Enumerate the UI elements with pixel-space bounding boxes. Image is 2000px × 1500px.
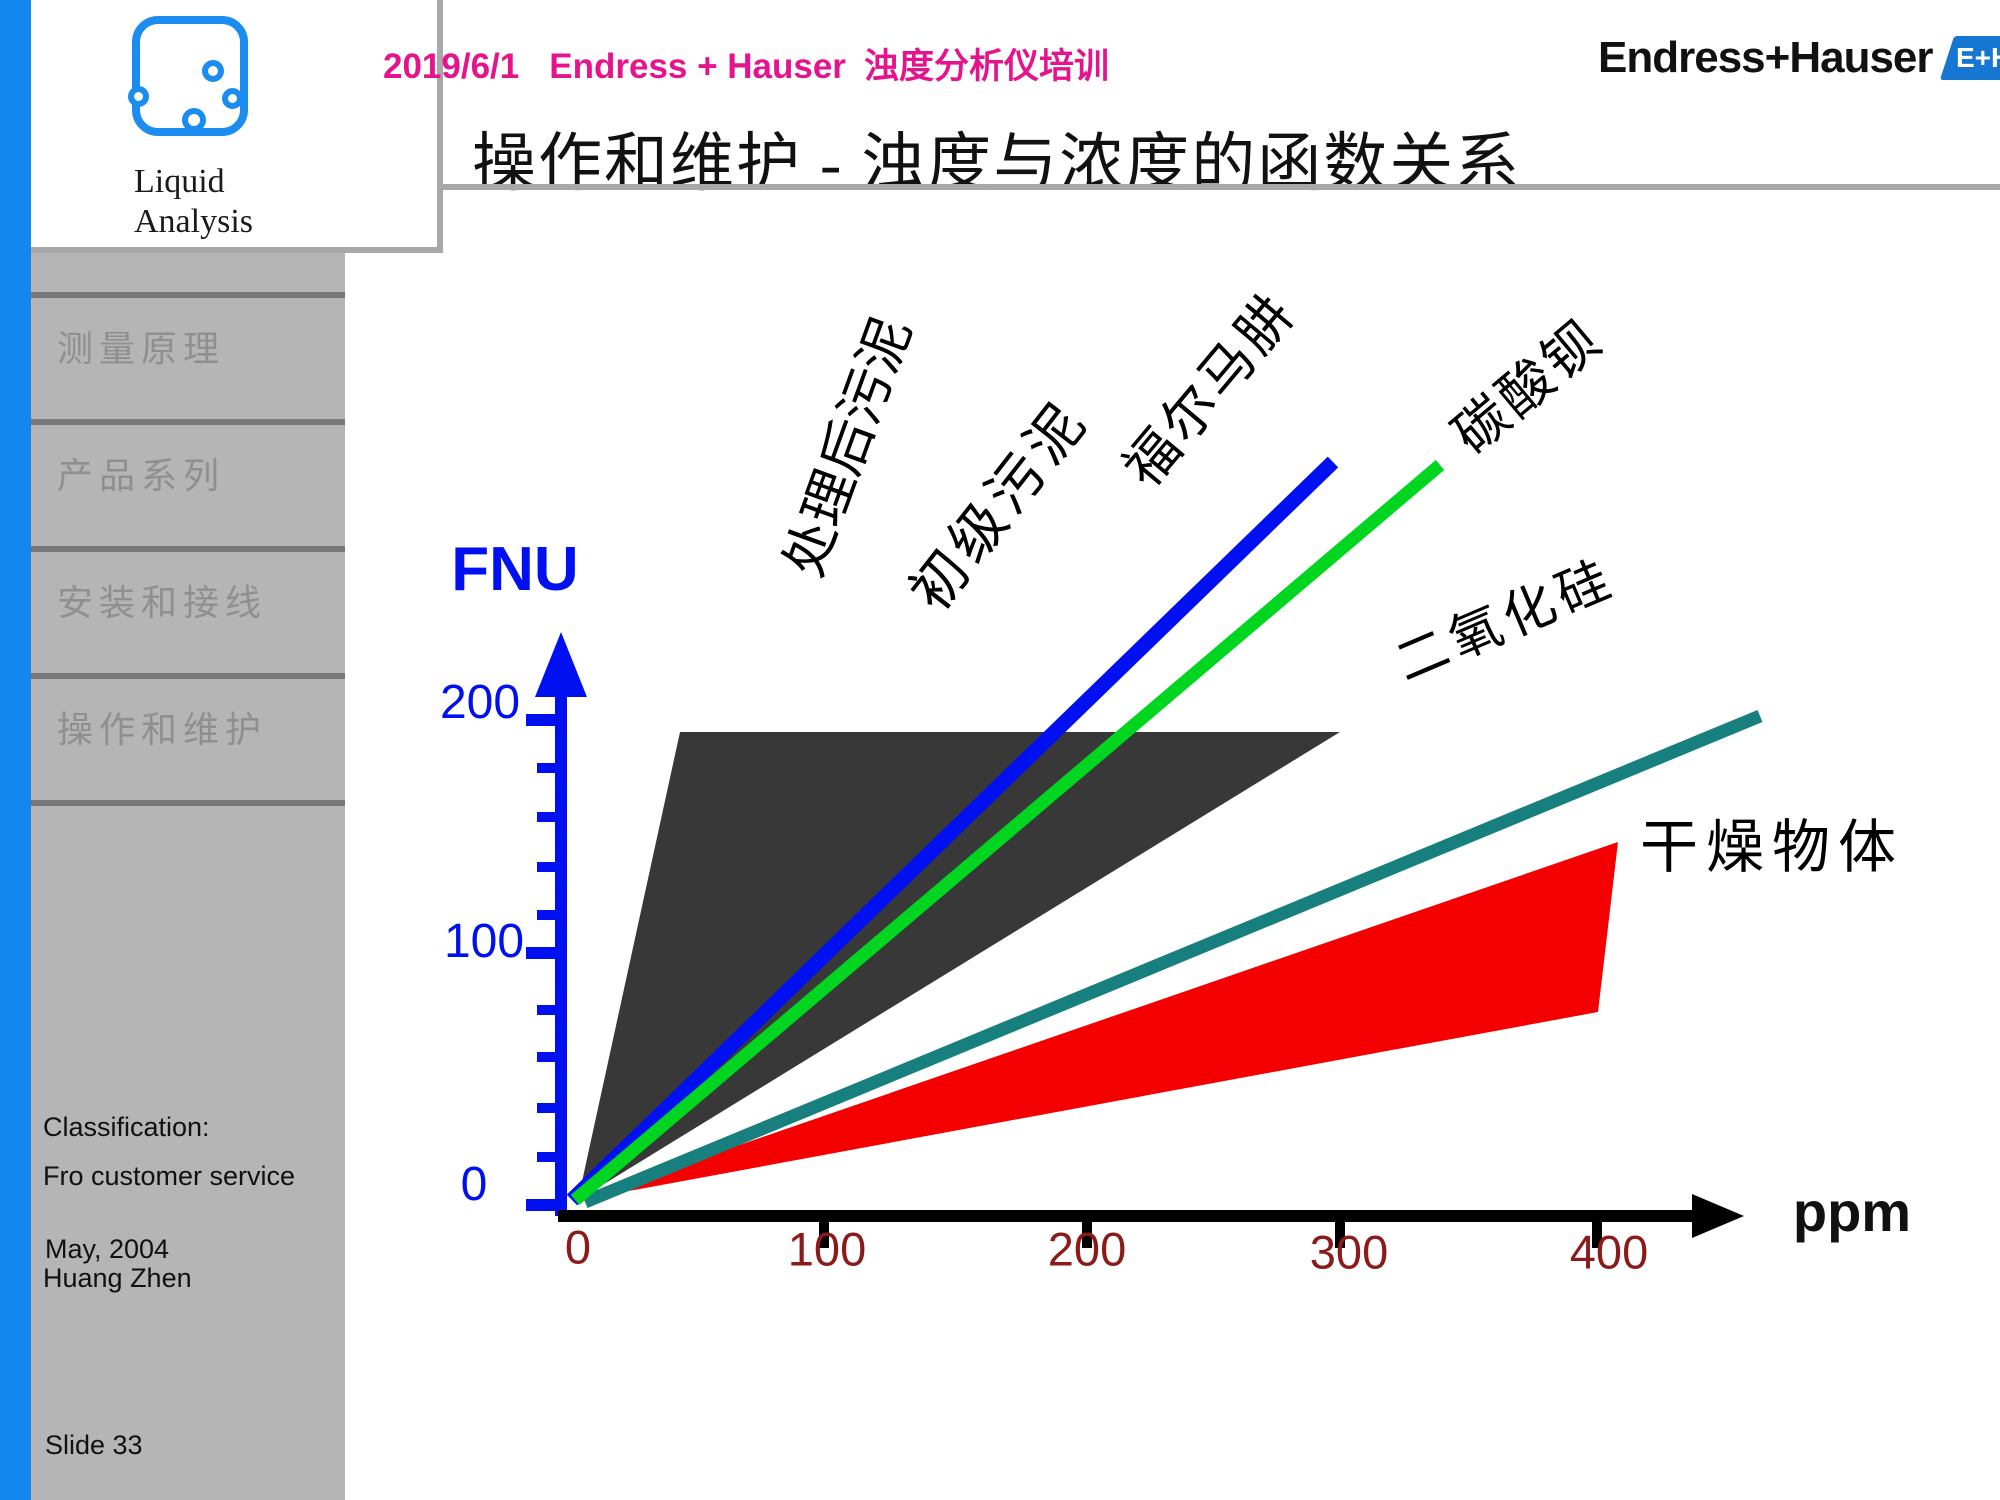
sidebar: 测量原理 产品系列 安装和接线 操作和维护 [31,253,345,1500]
liquid-analysis-icon [128,16,248,136]
x-axis [558,1194,1744,1248]
header-divider [443,184,2000,190]
x-axis-arrow-icon [1692,1194,1744,1238]
sidebar-item-measuring-principle[interactable]: 测量原理 [31,292,345,419]
y-axis-title: FNU [451,535,579,604]
header-date: 2019/6/1 [383,47,520,86]
icon-notch [128,86,149,107]
icon-notch [222,88,243,109]
y-tick-0: 0 [460,1158,488,1211]
line-formazin [566,456,1339,1206]
x-tick-0: 0 [564,1220,592,1274]
brand-line1: Liquid [134,163,225,200]
sidebar-item-installation-wiring[interactable]: 安装和接线 [31,546,345,673]
header-course: 浊度分析仪培训 [863,47,1109,86]
x-tick-200: 200 [1047,1222,1127,1276]
endress-hauser-logo-text: Endress+Hauser [1598,33,1934,82]
footer-author: Huang Zhen [43,1263,192,1293]
logo-column: Liquid Analysis [31,0,443,253]
x-tick-300: 300 [1309,1225,1389,1279]
area-sludge-range [578,732,1340,1200]
y-axis [526,632,587,1216]
y-tick-200: 200 [439,676,521,729]
left-accent-stripe [0,0,31,1500]
header-meta: 2019/6/1 Endress + Hauser 浊度分析仪培训 [383,38,1109,89]
slide-number: Slide 33 [45,1430,143,1460]
y-tick-100: 100 [443,915,525,968]
footer-date: May, 2004 [45,1234,170,1264]
endress-hauser-logo: Endress+Hauser E+H [1598,30,2000,86]
line-silicon-dioxide [582,709,1763,1209]
area-dry-matter [580,842,1618,1200]
sidebar-item-operation-maintenance[interactable]: 操作和维护 [31,673,345,800]
x-axis-title: ppm [1792,1180,1912,1243]
sidebar-item-product-series[interactable]: 产品系列 [31,419,345,546]
sidebar-divider [31,800,345,806]
x-tick-400: 400 [1569,1225,1649,1279]
header-org: Endress + Hauser [549,47,846,86]
classification-label: Classification: [43,1112,210,1142]
y-axis-arrow-icon [535,632,587,697]
line-barium-carbonate [570,460,1445,1205]
icon-dot [182,108,206,132]
brand-line2: Analysis [134,203,253,240]
label-dry-matter: 干燥物体 [1639,815,1905,880]
x-tick-100: 100 [787,1222,867,1276]
icon-dot [202,60,224,82]
classification-value: Fro customer service [43,1161,296,1191]
